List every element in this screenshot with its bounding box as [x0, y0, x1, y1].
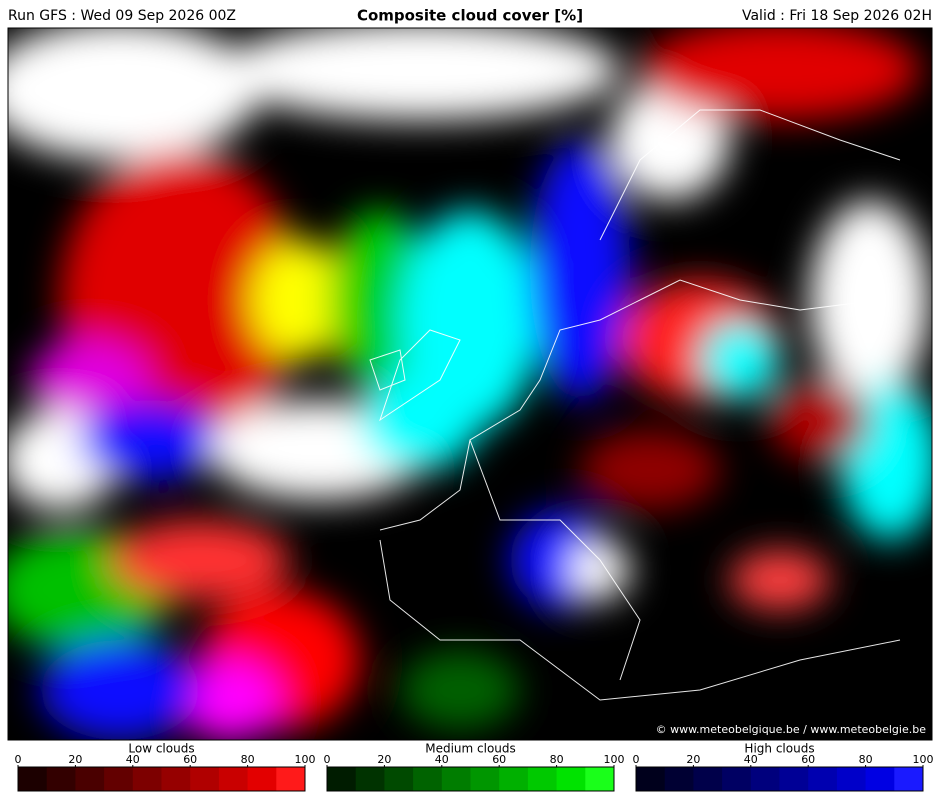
tick-label: 40	[744, 753, 758, 766]
tick-label: 60	[183, 753, 197, 766]
run-label: Run GFS : Wed 09 Sep 2026 00Z	[8, 8, 236, 24]
color-swatch	[327, 767, 357, 791]
color-swatch	[556, 767, 586, 791]
tick-label: 100	[604, 753, 625, 766]
colorbar-frame	[326, 766, 615, 792]
tick-label: 20	[68, 753, 82, 766]
tick-label: 0	[633, 753, 640, 766]
color-swatch	[693, 767, 723, 791]
tick-label: 100	[295, 753, 316, 766]
tick-label: 80	[859, 753, 873, 766]
color-swatch	[808, 767, 838, 791]
color-swatch	[161, 767, 191, 791]
color-swatch	[18, 767, 48, 791]
color-swatch	[276, 767, 306, 791]
credit: © www.meteobelgique.be / www.meteobelgie…	[656, 723, 927, 736]
color-swatch	[413, 767, 443, 791]
legend-label: Low clouds	[128, 742, 194, 756]
color-swatch	[585, 767, 615, 791]
color-swatch	[46, 767, 76, 791]
color-swatch	[470, 767, 500, 791]
color-swatch	[75, 767, 105, 791]
tick-label: 100	[913, 753, 934, 766]
color-swatch	[836, 767, 867, 791]
color-swatch	[441, 767, 471, 791]
legend-label: Medium clouds	[425, 742, 516, 756]
color-swatch	[218, 767, 249, 791]
tick-label: 80	[550, 753, 564, 766]
tick-label: 20	[686, 753, 700, 766]
color-swatch	[104, 767, 134, 791]
color-swatch	[132, 767, 162, 791]
color-swatch	[190, 767, 220, 791]
color-swatch	[722, 767, 752, 791]
tick-label: 20	[377, 753, 391, 766]
color-swatch	[636, 767, 666, 791]
color-swatch	[779, 767, 809, 791]
cloud-map: © www.meteobelgique.be / www.meteobelgie…	[8, 28, 932, 740]
color-swatch	[355, 767, 385, 791]
tick-label: 0	[324, 753, 331, 766]
color-swatch	[384, 767, 414, 791]
tick-label: 0	[15, 753, 22, 766]
legend-label: High clouds	[744, 742, 814, 756]
tick-label: 80	[241, 753, 255, 766]
color-swatch	[865, 767, 895, 791]
colorbar-frame	[635, 766, 924, 792]
color-swatch	[247, 767, 277, 791]
map-title: Composite cloud cover [%]	[357, 7, 583, 25]
tick-label: 60	[801, 753, 815, 766]
tick-label: 40	[126, 753, 140, 766]
valid-label: Valid : Fri 18 Sep 2026 02H	[742, 8, 932, 24]
color-swatch	[527, 767, 558, 791]
legends: Low clouds 0 20 40 60 80 100 Medium clouds 0 20 40…	[15, 742, 934, 792]
color-swatch	[664, 767, 694, 791]
color-swatch	[750, 767, 780, 791]
tick-label: 60	[492, 753, 506, 766]
color-swatch	[499, 767, 529, 791]
color-swatch	[894, 767, 924, 791]
tick-label: 40	[435, 753, 449, 766]
map-frame	[7, 27, 933, 741]
colorbar-frame	[17, 766, 306, 792]
